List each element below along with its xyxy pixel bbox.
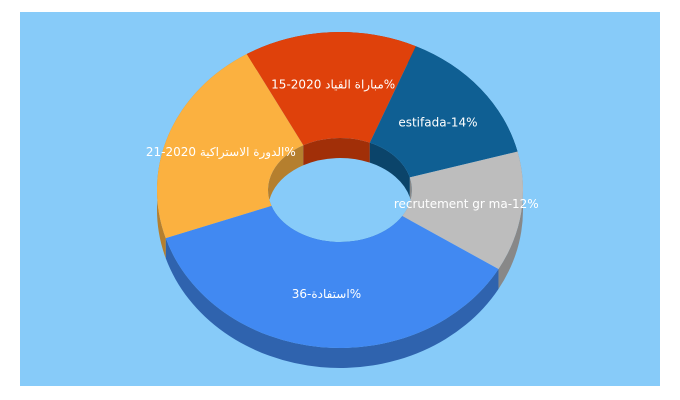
slice (402, 151, 523, 269)
slice (246, 32, 416, 146)
slice-inner-side (267, 145, 304, 226)
slice-inner-side (369, 142, 410, 198)
data-label: مباراة القياد 2020-15% (271, 78, 395, 93)
slice (165, 205, 499, 349)
data-label: recrutement gr ma-12% (394, 197, 539, 211)
data-label: estifada-14% (398, 115, 477, 129)
slice-inner-side (303, 138, 370, 166)
slice-side (165, 238, 499, 368)
slice (157, 54, 304, 239)
slice (369, 46, 518, 178)
data-label: الدورة الاستراكية 2020-21% (146, 145, 296, 160)
data-label: استفادة-36% (292, 287, 361, 301)
